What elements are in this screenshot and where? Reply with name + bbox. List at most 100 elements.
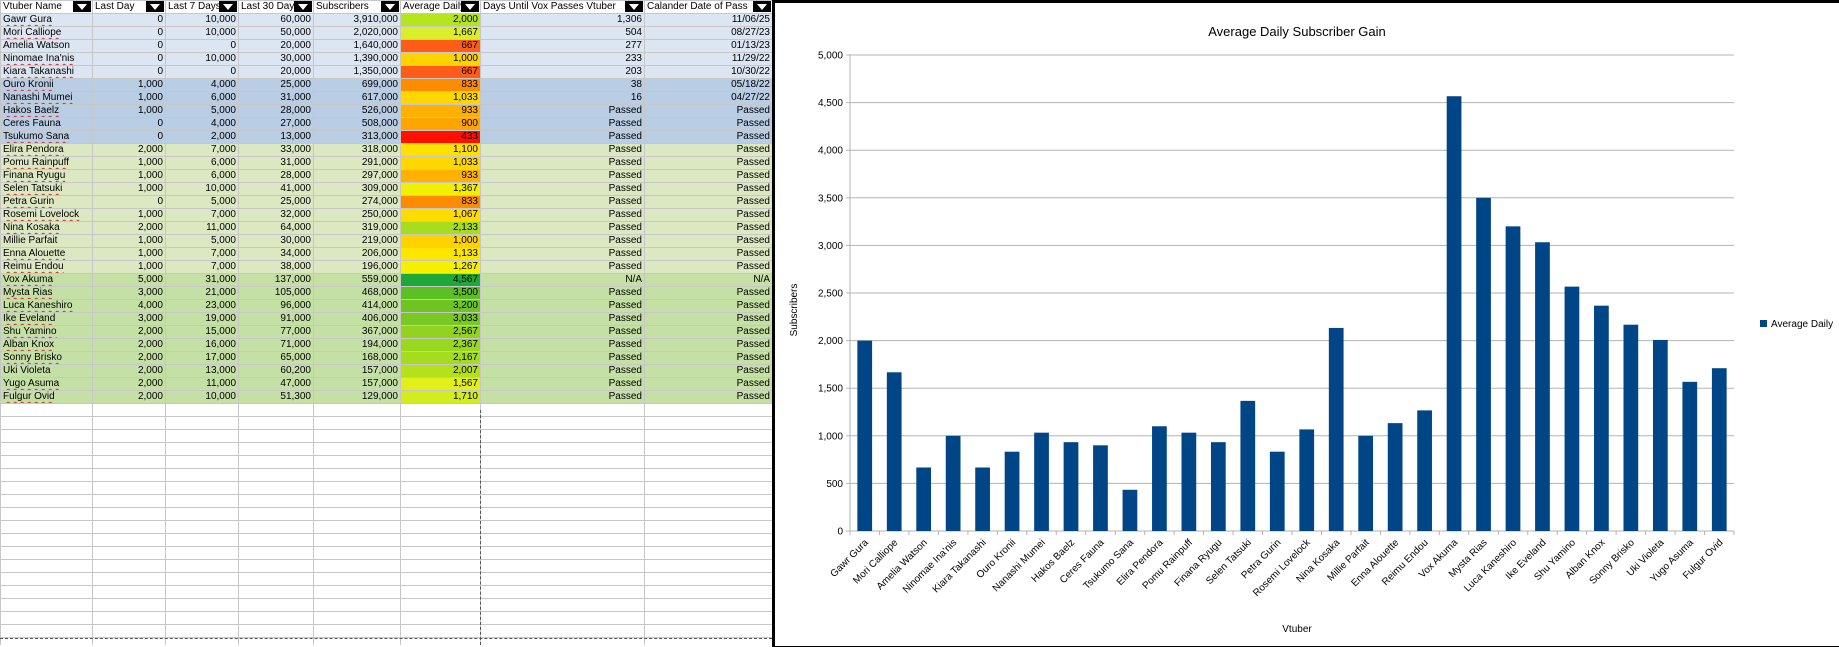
cell-d30[interactable]: 13,000 — [238, 130, 314, 144]
autofilter-dropdown-icon[interactable] — [625, 1, 643, 12]
cell-avg[interactable]: 4,567 — [400, 273, 481, 287]
empty-cell[interactable] — [165, 533, 239, 547]
empty-cell[interactable] — [480, 455, 645, 469]
cell-date[interactable]: Passed — [644, 260, 772, 274]
empty-cell[interactable] — [165, 429, 239, 443]
cell-d7[interactable]: 19,000 — [165, 312, 239, 326]
cell-days[interactable]: 1,306 — [480, 13, 645, 27]
cell-avg[interactable]: 1,000 — [400, 52, 481, 66]
empty-cell[interactable] — [644, 442, 772, 456]
empty-cell[interactable] — [480, 559, 645, 573]
cell-date[interactable]: Passed — [644, 234, 772, 248]
empty-cell[interactable] — [400, 585, 481, 599]
cell-d7[interactable]: 7,000 — [165, 143, 239, 157]
cell-date[interactable]: Passed — [644, 286, 772, 300]
empty-cell[interactable] — [238, 481, 314, 495]
cell-days[interactable]: 203 — [480, 65, 645, 79]
cell-days[interactable]: N/A — [480, 273, 645, 287]
cell-date[interactable]: Passed — [644, 312, 772, 326]
empty-cell[interactable] — [313, 494, 401, 508]
empty-cell[interactable] — [644, 481, 772, 495]
empty-cell[interactable] — [0, 585, 93, 599]
cell-subs[interactable]: 309,000 — [313, 182, 401, 196]
cell-days[interactable]: Passed — [480, 325, 645, 339]
empty-cell[interactable] — [644, 533, 772, 547]
column-header-6[interactable]: Days Until Vox Passes Vtuber — [480, 0, 645, 14]
empty-cell[interactable] — [0, 494, 93, 508]
cell-date[interactable]: Passed — [644, 143, 772, 157]
cell-days[interactable]: 16 — [480, 91, 645, 105]
cell-name[interactable]: Finana Ryugu — [0, 169, 93, 183]
cell-subs[interactable]: 319,000 — [313, 221, 401, 235]
cell-subs[interactable]: 129,000 — [313, 390, 401, 404]
cell-d1[interactable]: 0 — [92, 195, 166, 209]
empty-cell[interactable] — [480, 611, 645, 625]
autofilter-dropdown-icon[interactable] — [461, 1, 479, 12]
cell-name[interactable]: Pomu Rainpuff — [0, 156, 93, 170]
cell-d30[interactable]: 77,000 — [238, 325, 314, 339]
cell-d7[interactable]: 7,000 — [165, 260, 239, 274]
cell-d30[interactable]: 28,000 — [238, 169, 314, 183]
cell-avg[interactable]: 1,367 — [400, 182, 481, 196]
cell-d7[interactable]: 4,000 — [165, 117, 239, 131]
cell-date[interactable]: Passed — [644, 390, 772, 404]
empty-cell[interactable] — [400, 481, 481, 495]
cell-subs[interactable]: 206,000 — [313, 247, 401, 261]
empty-cell[interactable] — [92, 611, 166, 625]
empty-cell[interactable] — [238, 611, 314, 625]
cell-d30[interactable]: 28,000 — [238, 104, 314, 118]
cell-date[interactable]: Passed — [644, 377, 772, 391]
empty-cell[interactable] — [92, 481, 166, 495]
cell-d7[interactable]: 17,000 — [165, 351, 239, 365]
cell-date[interactable]: Passed — [644, 364, 772, 378]
cell-avg[interactable]: 1,067 — [400, 208, 481, 222]
empty-cell[interactable] — [238, 507, 314, 521]
empty-cell[interactable] — [400, 429, 481, 443]
cell-d1[interactable]: 2,000 — [92, 377, 166, 391]
cell-avg[interactable]: 900 — [400, 117, 481, 131]
cell-d7[interactable]: 7,000 — [165, 247, 239, 261]
cell-date[interactable]: Passed — [644, 130, 772, 144]
cell-date[interactable]: 08/27/23 — [644, 26, 772, 40]
cell-name[interactable]: Rosemi Lovelock — [0, 208, 93, 222]
cell-name[interactable]: Nanashi Mumei — [0, 91, 93, 105]
cell-d30[interactable]: 60,200 — [238, 364, 314, 378]
cell-days[interactable]: Passed — [480, 351, 645, 365]
empty-cell[interactable] — [400, 572, 481, 586]
empty-cell[interactable] — [313, 481, 401, 495]
cell-d30[interactable]: 20,000 — [238, 65, 314, 79]
empty-cell[interactable] — [313, 598, 401, 612]
cell-d1[interactable]: 3,000 — [92, 286, 166, 300]
cell-subs[interactable]: 559,000 — [313, 273, 401, 287]
empty-cell[interactable] — [313, 624, 401, 638]
cell-d7[interactable]: 31,000 — [165, 273, 239, 287]
cell-avg[interactable]: 933 — [400, 169, 481, 183]
empty-cell[interactable] — [644, 559, 772, 573]
cell-subs[interactable]: 367,000 — [313, 325, 401, 339]
cell-name[interactable]: Uki Violeta — [0, 364, 93, 378]
cell-date[interactable]: N/A — [644, 273, 772, 287]
cell-name[interactable]: Hakos Baelz — [0, 104, 93, 118]
cell-d7[interactable]: 10,000 — [165, 13, 239, 27]
cell-d1[interactable]: 2,000 — [92, 364, 166, 378]
empty-cell[interactable] — [0, 507, 93, 521]
cell-name[interactable]: Ceres Fauna — [0, 117, 93, 131]
cell-subs[interactable]: 468,000 — [313, 286, 401, 300]
empty-cell[interactable] — [644, 416, 772, 430]
cell-date[interactable]: Passed — [644, 338, 772, 352]
empty-cell[interactable] — [92, 598, 166, 612]
cell-date[interactable]: 11/29/22 — [644, 52, 772, 66]
cell-avg[interactable]: 433 — [400, 130, 481, 144]
cell-d7[interactable]: 5,000 — [165, 234, 239, 248]
cell-d1[interactable]: 2,000 — [92, 143, 166, 157]
cell-d1[interactable]: 1,000 — [92, 156, 166, 170]
cell-d30[interactable]: 31,000 — [238, 156, 314, 170]
empty-cell[interactable] — [0, 468, 93, 482]
empty-cell[interactable] — [238, 442, 314, 456]
empty-cell[interactable] — [0, 624, 93, 638]
cell-name[interactable]: Mori Calliope — [0, 26, 93, 40]
cell-d7[interactable]: 16,000 — [165, 338, 239, 352]
empty-cell[interactable] — [92, 429, 166, 443]
cell-d30[interactable]: 25,000 — [238, 78, 314, 92]
empty-cell[interactable] — [165, 585, 239, 599]
